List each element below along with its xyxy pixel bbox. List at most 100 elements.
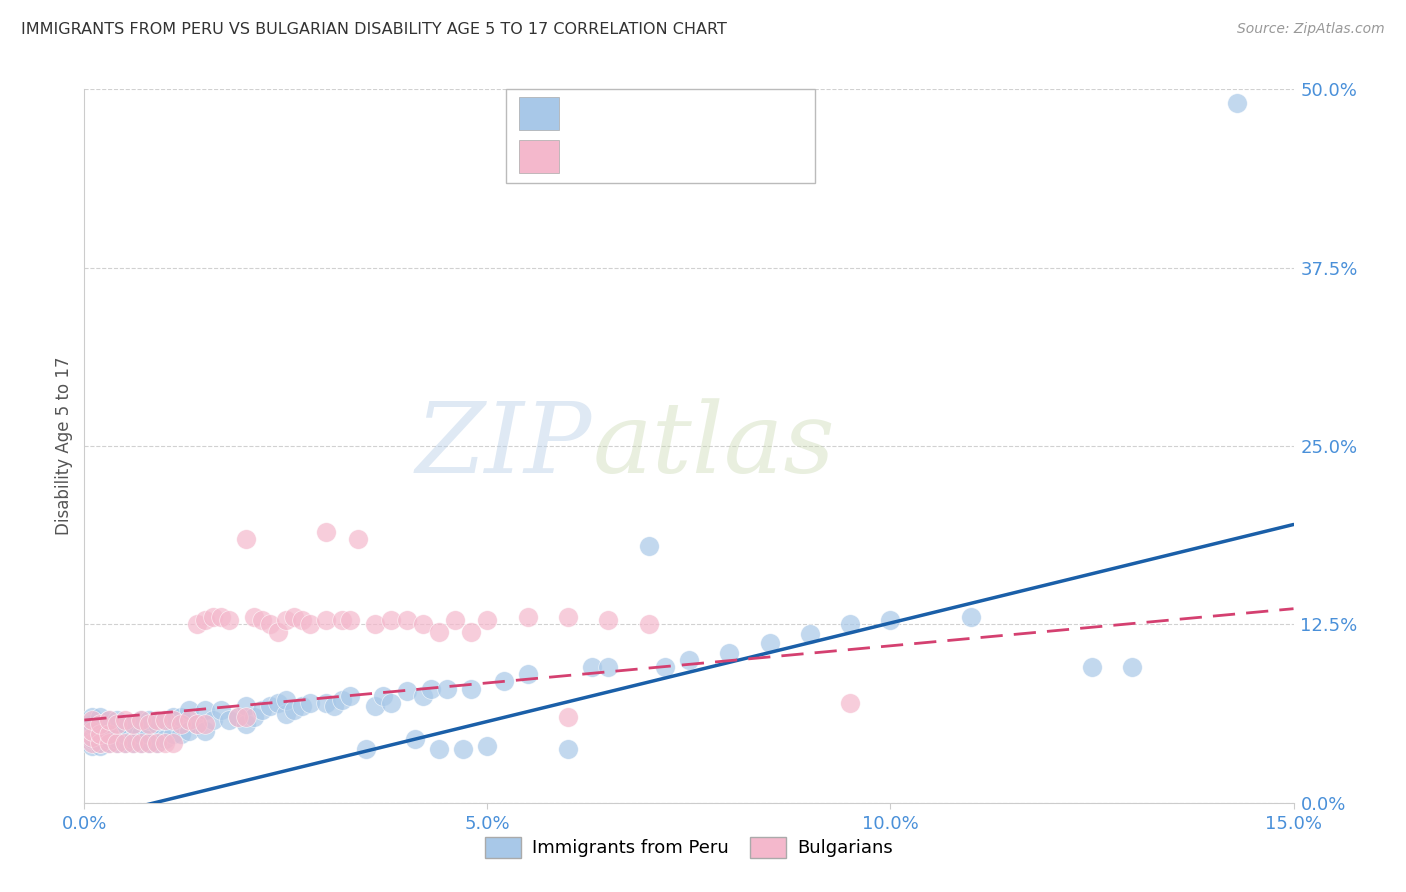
Point [395,613,418,627]
Point [879,613,901,627]
Point [371,689,394,703]
Point [82,710,104,724]
Point [799,627,821,641]
Point [89,710,111,724]
Point [323,698,346,713]
Point [299,696,322,710]
Point [162,727,184,741]
Point [477,613,499,627]
Text: N =: N = [692,148,731,166]
Point [194,613,217,627]
Point [291,613,314,627]
Point [179,713,201,727]
Point [179,703,201,717]
Point [97,713,120,727]
Point [129,713,152,727]
Y-axis label: Disability Age 5 to 17: Disability Age 5 to 17 [55,357,73,535]
Text: 0.423: 0.423 [624,104,679,122]
Point [209,610,232,624]
Point [89,727,111,741]
Point [291,698,314,713]
Point [598,660,620,674]
Point [129,736,152,750]
Point [960,610,983,624]
Point [347,532,370,546]
Text: R =: R = [574,148,612,166]
Text: N =: N = [692,104,731,122]
Point [89,736,111,750]
Point [460,624,482,639]
Point [259,698,281,713]
Point [129,727,152,741]
Point [194,703,217,717]
Point [114,727,136,741]
Point [718,646,741,660]
Point [82,717,104,731]
Point [194,724,217,739]
Point [412,617,434,632]
Point [105,717,128,731]
Point [460,681,482,696]
Point [105,736,128,750]
Point [202,610,225,624]
Point [259,617,281,632]
Point [105,731,128,746]
Point [114,736,136,750]
Point [839,696,862,710]
Point [153,713,176,727]
Point [404,731,426,746]
Point [114,736,136,750]
Point [129,713,152,727]
Point [89,736,111,750]
Point [97,727,120,741]
Point [97,736,120,750]
Point [242,710,264,724]
Point [146,736,169,750]
Point [436,681,458,696]
Point [330,613,353,627]
Point [839,617,862,632]
Point [1121,660,1143,674]
Point [146,717,169,731]
Point [146,713,169,727]
Point [82,730,104,744]
Point [516,610,538,624]
Point [363,698,385,713]
Point [209,703,232,717]
Point [380,696,402,710]
Bar [519,96,558,130]
Point [97,731,120,746]
Point [339,613,361,627]
Point [654,660,676,674]
Point [451,741,474,756]
Point [186,617,208,632]
Point [114,713,136,727]
Point [235,698,257,713]
Point [138,736,160,750]
Point [283,703,305,717]
Point [138,717,160,731]
Point [330,693,353,707]
Point [235,717,257,731]
Point [89,739,111,753]
Point [218,713,240,727]
Point [637,617,659,632]
Point [138,713,160,727]
Point [170,727,193,741]
Point [226,710,249,724]
Point [89,722,111,736]
Point [235,710,257,724]
Point [170,717,193,731]
Point [356,741,378,756]
Point [420,681,443,696]
Text: ZIP: ZIP [416,399,592,493]
Point [82,713,104,727]
Point [121,717,143,731]
Point [235,532,257,546]
Point [226,710,249,724]
Point [89,717,111,731]
Point [557,610,579,624]
Point [315,696,337,710]
Point [153,713,176,727]
Point [363,617,385,632]
